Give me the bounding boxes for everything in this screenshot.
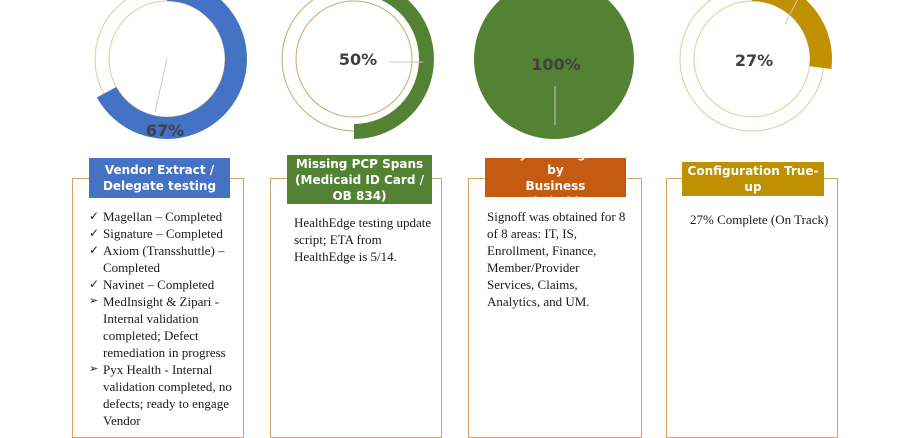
percent-label-playbook: 100% xyxy=(531,55,581,74)
list-item: ✓ Navinet – Completed xyxy=(89,277,215,292)
list-item: ➢ MedInsight & Zipari - Internal validat… xyxy=(89,294,226,360)
panel-body-configuration: 27% Complete (On Track) xyxy=(690,212,829,227)
checklist: ✓ Magellan – Completed ✓ Signature – Compl… xyxy=(89,208,239,429)
percent-label-vendor-extract: 67% xyxy=(145,121,185,140)
panel-header-vendor-extract: Vendor Extract / Delegate testing xyxy=(89,158,230,198)
check-icon: ✓ xyxy=(89,226,100,240)
donut-arc-vendor-extract xyxy=(96,0,247,139)
list-item: ✓ Magellan – Completed xyxy=(89,209,223,224)
panel-header-missing-pcp: Missing PCP Spans (Medicaid ID Card / OB 8… xyxy=(287,155,432,204)
percent-label-missing-pcp: 50% xyxy=(338,50,378,69)
list-item: ➢ Pyx Health - Internal validation comple… xyxy=(89,362,232,428)
list-item: ✓ Axiom (Transshuttle) – Completed xyxy=(89,243,225,275)
panel-body-missing-pcp: HealthEdge testing update script; ETA fr… xyxy=(294,215,432,264)
panel-body-vendor-extract: ✓ Magellan – Completed ✓ Signature – Compl… xyxy=(89,208,239,429)
arrow-icon: ➢ xyxy=(89,295,99,307)
arrow-icon: ➢ xyxy=(89,363,99,375)
panel-header-playbook: Playbook Signoff by Business Stakeholders xyxy=(485,147,626,209)
panel-header-configuration: Configuration True-up xyxy=(682,162,824,196)
list-item: ✓ Signature – Completed xyxy=(89,226,223,241)
percent-label-configuration: 27% xyxy=(734,51,774,70)
check-icon: ✓ xyxy=(89,243,100,257)
check-icon: ✓ xyxy=(89,209,100,223)
panel-body-playbook: Signoff was obtained for 8 of 8 areas: I… xyxy=(487,209,626,309)
check-icon: ✓ xyxy=(89,277,100,291)
donut-arc-missing-pcp xyxy=(354,0,434,139)
